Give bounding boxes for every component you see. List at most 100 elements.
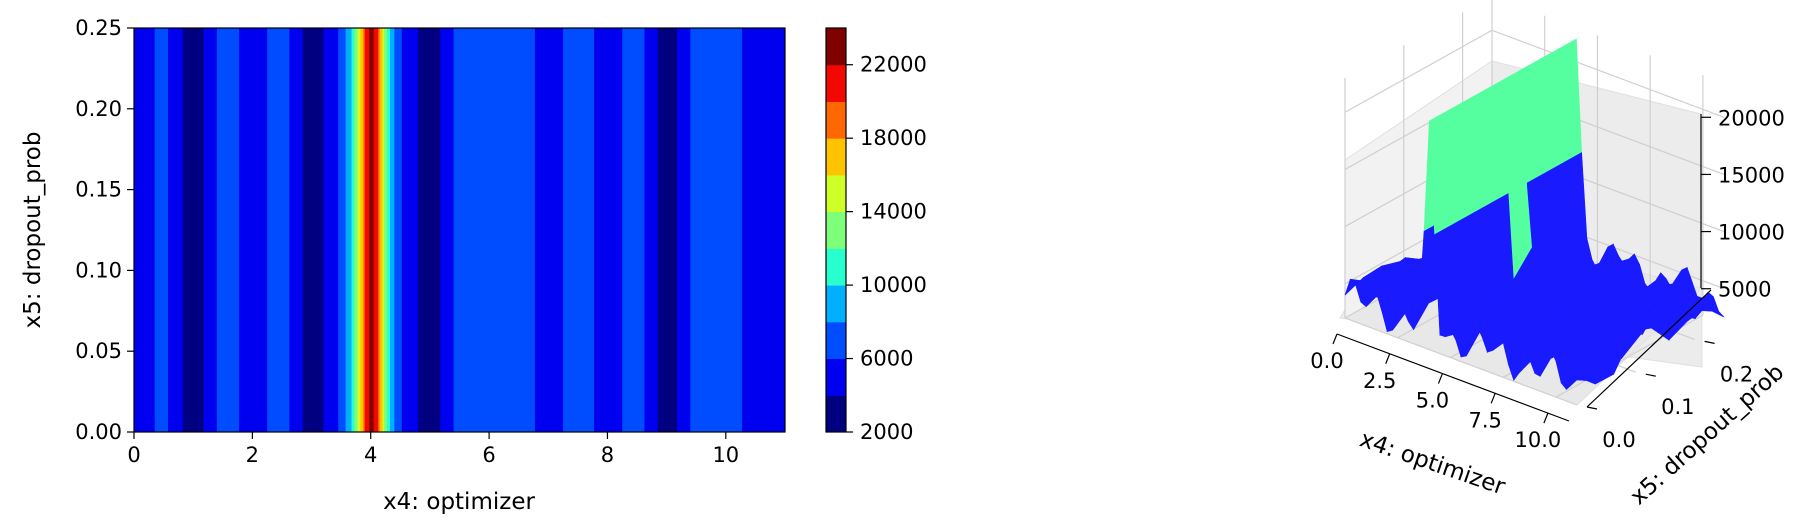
surface-mesh <box>1344 38 1725 390</box>
surface-x-tick-mark <box>1332 333 1338 345</box>
surface-z-tick-label: 20000 <box>1718 106 1785 130</box>
surface-y-tick-mark <box>1586 406 1598 410</box>
colorbar-tick-label: 2000 <box>860 420 913 444</box>
surface-x-tick-label: 2.5 <box>1363 369 1396 393</box>
contour-band <box>182 28 205 432</box>
surface-z-tick-label: 5000 <box>1718 278 1771 302</box>
surface-x-tick-label: 5.0 <box>1416 389 1449 413</box>
surface-x-tick-mark <box>1385 353 1391 364</box>
y-axis-line <box>1586 289 1712 408</box>
surface-y-tick-label: 0.2 <box>1720 362 1753 386</box>
contour-band <box>134 28 156 432</box>
contour-y-axis-label: x5: dropout_prob <box>20 132 46 329</box>
grid-line <box>1344 29 1493 113</box>
contour-band <box>323 28 339 432</box>
y-tick-label: 0.05 <box>75 339 122 363</box>
colorbar-tick-label: 22000 <box>860 53 927 77</box>
contour-band <box>369 28 375 432</box>
colorbar-segment <box>826 321 846 360</box>
contour-band <box>373 28 379 432</box>
contour-chart: 0 2 4 6 8 10 0.00 0.05 0.10 0.15 0.20 0.25 x4: opt… <box>20 16 786 515</box>
contour-band <box>360 28 364 432</box>
surface-z-tick-label: 15000 <box>1718 163 1785 187</box>
colorbar-ticks: 2000 6000 10000 14000 18000 22000 <box>846 53 927 444</box>
surface-y-tick-label: 0.1 <box>1661 395 1694 419</box>
surface-patch <box>1570 376 1596 385</box>
y-tick-label: 0.25 <box>75 16 122 40</box>
surface-y-tick-label: 0.0 <box>1602 428 1635 452</box>
colorbar: 2000 6000 10000 14000 18000 22000 <box>825 27 927 444</box>
surface-x-axis-label: x4: optimizer <box>1356 426 1509 500</box>
contour-band <box>563 28 595 432</box>
contour-band <box>302 28 324 432</box>
surface-x-tick-mark <box>1490 393 1496 404</box>
contour-band <box>742 28 785 432</box>
colorbar-frame <box>825 27 847 433</box>
contour-band <box>440 28 455 432</box>
colorbar-tick-label: 18000 <box>860 126 927 150</box>
colorbar-segment <box>826 211 846 249</box>
surface-x-tick-label: 7.5 <box>1468 408 1501 432</box>
contour-band <box>394 28 403 432</box>
surface-x-tick-mark <box>1543 412 1549 424</box>
contour-band <box>382 28 385 432</box>
contour-band <box>168 28 184 432</box>
contour-band <box>154 28 169 432</box>
surface-y-axis-label: x5: dropout_prob <box>1625 359 1789 510</box>
contour-band <box>384 28 388 432</box>
colorbar-segment <box>826 174 846 213</box>
contour-band <box>289 28 304 432</box>
contour-band <box>379 28 384 432</box>
x-axis-line <box>1336 333 1570 422</box>
contour-band <box>378 28 381 432</box>
colorbar-segment <box>826 138 846 176</box>
contour-band <box>354 28 359 432</box>
surface-y-tick-mark <box>1704 340 1715 344</box>
contour-band <box>453 28 536 432</box>
contour-band <box>594 28 623 432</box>
surface-y-tick-mark <box>1645 373 1656 377</box>
x-tick-label: 10 <box>712 443 739 467</box>
colorbar-tick-label: 6000 <box>860 347 913 371</box>
contour-x-axis: 0 2 4 6 8 10 <box>127 432 739 467</box>
colorbar-segment <box>826 64 846 102</box>
contour-band <box>387 28 391 432</box>
surface-x-tick-mark <box>1437 373 1444 384</box>
y-tick-label: 0.20 <box>75 97 122 121</box>
y-tick-label: 0.00 <box>75 420 122 444</box>
contour-band <box>267 28 290 432</box>
surface-z-tick-label: 10000 <box>1718 221 1785 245</box>
contour-band <box>676 28 691 432</box>
x-tick-label: 4 <box>364 443 377 467</box>
colorbar-tick-label: 14000 <box>860 200 927 224</box>
surface-x-tick-label: 10.0 <box>1515 428 1562 452</box>
grid-line <box>1491 29 1725 118</box>
contour-band <box>401 28 419 432</box>
contour-band <box>351 28 356 432</box>
colorbar-segment <box>826 248 846 286</box>
contour-band <box>216 28 240 432</box>
contour-band <box>357 28 361 432</box>
contour-bands <box>134 28 785 432</box>
colorbar-segment <box>826 358 846 396</box>
contour-band <box>622 28 646 432</box>
x-tick-label: 8 <box>601 443 614 467</box>
colorbar-segment <box>826 28 846 66</box>
surface-chart: 0.0 2.5 5.0 7.5 10.0 0.0 0.1 0.2 5000 10000 15000 2… <box>1310 0 1789 510</box>
contour-plot-frame <box>133 27 786 433</box>
contour-band <box>534 28 564 432</box>
surface-axes: 0.0 2.5 5.0 7.5 10.0 0.0 0.1 0.2 5000 10000 15000 2… <box>1310 106 1785 452</box>
contour-band <box>690 28 743 432</box>
colorbar-tick-label: 10000 <box>860 273 927 297</box>
colorbar-segment <box>826 395 846 433</box>
contour-band <box>363 28 366 432</box>
surface-x-tick-label: 0.0 <box>1310 349 1343 373</box>
x-tick-label: 6 <box>482 443 495 467</box>
contour-y-axis: 0.00 0.05 0.10 0.15 0.20 0.25 <box>75 16 134 444</box>
contour-x-axis-label: x4: optimizer <box>383 489 535 515</box>
y-tick-label: 0.10 <box>75 258 122 282</box>
y-tick-label: 0.15 <box>75 178 122 202</box>
x-tick-label: 0 <box>127 443 140 467</box>
contour-band <box>644 28 659 432</box>
